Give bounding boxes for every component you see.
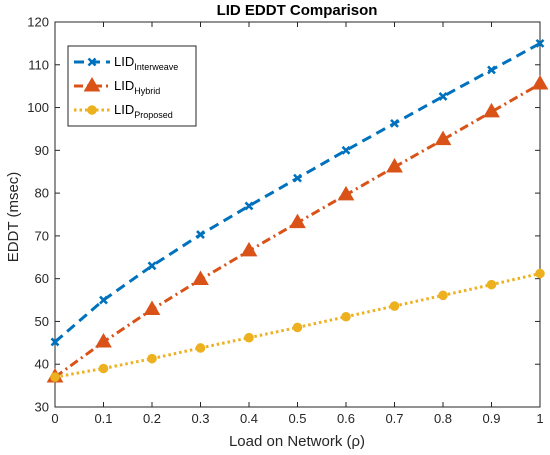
data-point (289, 213, 306, 229)
x-tick-label: 0.6 (337, 411, 355, 426)
y-tick-label: 110 (28, 57, 49, 72)
data-point (192, 270, 209, 286)
legend-entry-main: LID (114, 78, 134, 93)
legend-entry: LIDHybrid (114, 78, 160, 96)
data-point-stroke (99, 295, 108, 305)
series-interweave (50, 38, 545, 347)
data-point (95, 332, 112, 348)
data-point (147, 261, 157, 271)
data-point-stroke (196, 230, 205, 240)
legend-marker (87, 105, 97, 115)
data-point-stroke (50, 337, 60, 347)
legend-entry-subscript: Proposed (134, 110, 173, 120)
data-point (50, 337, 60, 347)
legend-entry: LIDProposed (114, 102, 173, 120)
x-axis-label: Load on Network (ρ) (229, 433, 365, 450)
data-point (293, 173, 302, 183)
data-point (337, 185, 355, 201)
data-point-stroke (293, 173, 302, 183)
chart-title: LID EDDT Comparison (217, 2, 378, 19)
data-point (143, 300, 161, 315)
data-point (386, 158, 403, 173)
x-tick-label: 0.4 (240, 411, 258, 426)
data-point (98, 363, 109, 374)
data-point (389, 301, 400, 311)
y-tick-label: 60 (35, 271, 49, 286)
data-point (486, 279, 497, 290)
data-point-stroke (341, 145, 351, 155)
data-point (50, 372, 60, 382)
data-point (99, 295, 108, 305)
data-point (434, 130, 452, 146)
y-tick-label: 90 (35, 143, 49, 158)
y-tick-label: 80 (35, 186, 49, 201)
data-point (390, 118, 399, 128)
data-point-stroke (244, 201, 254, 211)
data-point (487, 65, 496, 75)
legend-entry-subscript: Interweave (134, 62, 178, 72)
legend-entry-main: LID (114, 54, 134, 69)
y-tick-label: 70 (35, 228, 49, 243)
legend-entry-subscript: Hybrid (134, 86, 160, 96)
x-tick-label: 0.3 (191, 411, 209, 426)
series-proposed (50, 268, 545, 382)
data-point (438, 92, 448, 101)
data-point-stroke (487, 65, 496, 75)
legend-entry: LIDInterweave (114, 54, 178, 72)
y-tick-label: 30 (35, 400, 49, 415)
data-point (535, 268, 545, 279)
y-tick-label: 120 (27, 15, 49, 30)
x-tick-label: 0 (51, 411, 58, 426)
data-point-stroke (535, 38, 545, 48)
data-point (196, 230, 205, 240)
data-point (535, 38, 545, 48)
data-point (240, 241, 258, 257)
legend-marker-stroke (87, 57, 97, 67)
data-point (483, 102, 500, 118)
y-tick-label: 50 (35, 314, 49, 329)
x-tick-label: 0.7 (385, 411, 403, 426)
y-tick-label: 40 (35, 357, 49, 372)
legend-marker (87, 57, 97, 67)
data-point (341, 311, 351, 322)
data-point (244, 201, 254, 211)
x-tick-label: 1 (536, 411, 543, 426)
legend-marker (83, 76, 101, 92)
data-point-stroke (390, 118, 399, 128)
y-axis-label: EDDT (msec) (5, 172, 22, 263)
data-point (244, 332, 254, 343)
data-point (147, 353, 157, 364)
x-tick-label: 0.5 (288, 411, 306, 426)
data-point (292, 322, 303, 333)
legend-entry-main: LID (114, 102, 134, 117)
x-tick-label: 0.9 (482, 411, 500, 426)
x-tick-label: 0.2 (143, 411, 161, 426)
data-point (341, 145, 351, 155)
plot-area: 0 0.1 0.2 0.3 0.4 0.5 0.6 0.7 0.8 0.9 1 30 40 50 60 70 8… (27, 15, 549, 426)
data-point-stroke (147, 261, 157, 271)
data-point (195, 343, 206, 353)
x-tick-label: 0.8 (434, 411, 452, 426)
data-point (438, 290, 448, 301)
data-point-stroke (438, 92, 448, 101)
data-point (531, 75, 549, 90)
y-tick-label: 100 (27, 100, 49, 115)
x-tick-label: 0.1 (94, 411, 112, 426)
